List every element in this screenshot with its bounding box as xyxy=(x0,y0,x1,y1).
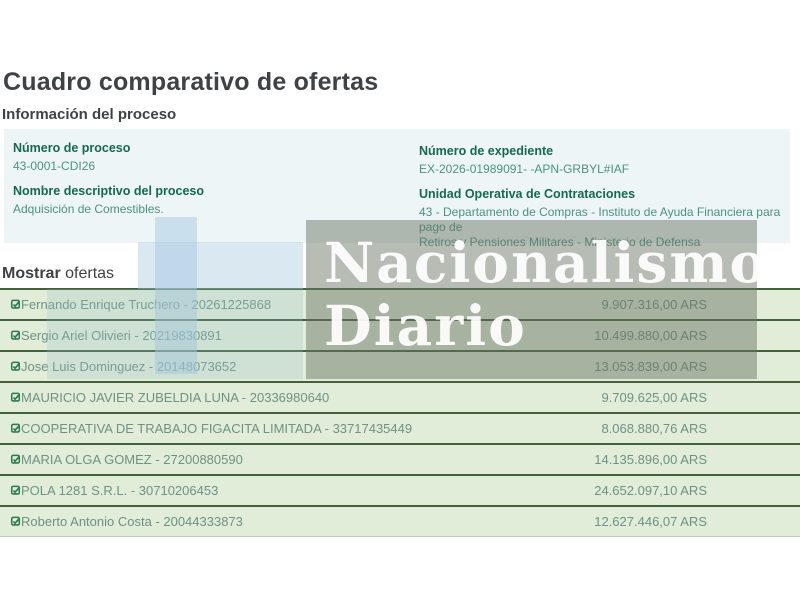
bidder-name: Roberto Antonio Costa - 20044333873 xyxy=(21,514,243,529)
show-offers-section-title: Mostrar ofertas xyxy=(2,265,114,283)
check-square-icon[interactable] xyxy=(10,330,21,341)
offer-row[interactable]: Fernando Enrique Truchero - 20261225868 … xyxy=(0,288,800,319)
offer-amount: 8.068.880,76 ARS xyxy=(601,421,707,436)
process-number-value: 43-0001-CDI26 xyxy=(13,159,96,173)
watermark-band xyxy=(306,220,757,379)
show-offers-title-bold: Mostrar xyxy=(2,265,61,282)
bidder-name: MAURICIO JAVIER ZUBELDIA LUNA - 20336980… xyxy=(21,390,330,405)
watermark-flag-horizontal-bar xyxy=(138,242,303,289)
check-square-icon[interactable] xyxy=(10,299,21,310)
offer-row[interactable]: COOPERATIVA DE TRABAJO FIGACITA LIMITADA… xyxy=(0,412,800,443)
watermark-flag-vertical-bar xyxy=(155,217,197,374)
offer-row[interactable]: MAURICIO JAVIER ZUBELDIA LUNA - 20336980… xyxy=(0,381,800,412)
check-square-icon[interactable] xyxy=(10,454,21,465)
check-square-icon[interactable] xyxy=(10,423,21,434)
offer-amount: 13.053.839,00 ARS xyxy=(594,359,707,374)
page-title: Cuadro comparativo de ofertas xyxy=(3,68,379,96)
offer-row[interactable]: POLA 1281 S.R.L. - 30710206453 24.652.09… xyxy=(0,474,800,505)
bidder-name: Fernando Enrique Truchero - 20261225868 xyxy=(21,297,272,312)
contracting-unit-value: 43 - Departamento de Compras - Instituto… xyxy=(419,205,781,249)
bidder-name: MARIA OLGA GOMEZ - 27200880590 xyxy=(21,452,243,467)
bidder-name: POLA 1281 S.R.L. - 30710206453 xyxy=(21,483,219,498)
check-square-icon[interactable] xyxy=(10,516,21,527)
watermark-text-line1: Nacionalismo xyxy=(324,230,769,295)
offer-row[interactable]: MARIA OLGA GOMEZ - 27200880590 14.135.89… xyxy=(0,443,800,474)
process-name-value: Adquisición de Comestibles. xyxy=(13,202,164,216)
process-number-label: Número de proceso xyxy=(13,141,131,155)
watermark-text-line2: Diario xyxy=(324,293,527,358)
offer-amount: 14.135.896,00 ARS xyxy=(594,452,707,467)
contracting-unit-label: Unidad Operativa de Contrataciones xyxy=(419,187,636,201)
offer-amount: 12.627.446,07 ARS xyxy=(594,514,707,529)
process-name-label: Nombre descriptivo del proceso xyxy=(13,184,205,198)
offer-amount: 24.652.097,10 ARS xyxy=(594,483,707,498)
show-offers-title-rest: ofertas xyxy=(60,265,115,282)
watermark-tint-rect xyxy=(47,289,303,379)
offer-amount: 9.907.316,00 ARS xyxy=(601,297,707,312)
process-info-section-title: Información del proceso xyxy=(2,106,177,123)
process-info-panel: Número de proceso 43-0001-CDI26 Nombre d… xyxy=(4,129,790,249)
bidder-name: COOPERATIVA DE TRABAJO FIGACITA LIMITADA… xyxy=(21,421,413,436)
file-number-label: Número de expediente xyxy=(419,144,554,158)
check-square-icon[interactable] xyxy=(10,485,21,496)
file-number-value: EX-2026-01989091- -APN-GRBYL#IAF xyxy=(419,162,630,176)
check-square-icon[interactable] xyxy=(10,361,21,372)
offer-amount: 9.709.625,00 ARS xyxy=(601,390,707,405)
offer-amount: 10.499.880,00 ARS xyxy=(594,328,707,343)
check-square-icon[interactable] xyxy=(10,392,21,403)
offer-row[interactable]: Roberto Antonio Costa - 20044333873 12.6… xyxy=(0,505,800,536)
